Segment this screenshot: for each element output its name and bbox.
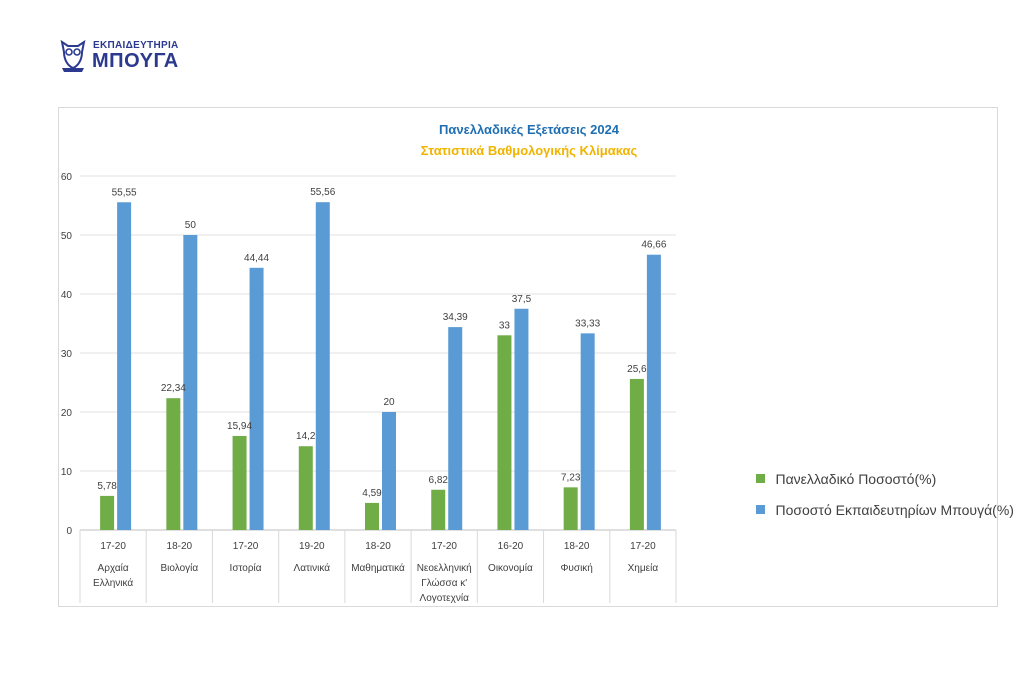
bar-mpouga (580, 333, 595, 530)
bar-national (166, 398, 181, 530)
x-tick-range: 17-20 (100, 541, 126, 552)
legend-swatch-national (756, 474, 765, 484)
data-label-national: 4,59 (362, 488, 382, 499)
bar-national (431, 489, 446, 530)
data-label-mpouga: 20 (383, 397, 395, 408)
data-label-mpouga: 37,5 (512, 294, 532, 305)
data-label-national: 6,82 (428, 475, 448, 486)
data-label-national: 7,23 (561, 472, 581, 483)
data-label-national: 25,6 (627, 364, 647, 375)
x-tick-range: 19-20 (299, 541, 325, 552)
data-label-mpouga: 44,44 (244, 253, 269, 264)
data-label-national: 33 (499, 320, 511, 331)
x-tick-range: 18-20 (167, 541, 193, 552)
bar-national (232, 435, 247, 530)
data-label-national: 5,78 (97, 481, 117, 492)
bar-mpouga (315, 202, 330, 531)
y-tick-label: 30 (61, 349, 73, 360)
chart-title: Πανελλαδικές Εξετάσεις 2024 (439, 122, 620, 137)
bar-mpouga (117, 202, 132, 530)
bar-national (100, 495, 115, 530)
data-label-mpouga: 33,33 (575, 318, 600, 329)
y-tick-label: 0 (66, 526, 72, 537)
data-label-national: 14,2 (296, 431, 316, 442)
bar-mpouga (382, 412, 396, 530)
x-tick-range: 18-20 (564, 541, 590, 552)
x-tick-range: 17-20 (233, 541, 259, 552)
chart-subtitle: Στατιστικά Βαθμολογικής Κλίμακας (421, 143, 638, 158)
legend-label-national: Πανελλαδικό Ποσοστό(%) (775, 470, 937, 487)
bar-national (563, 487, 578, 530)
x-tick-range: 16-20 (498, 541, 524, 552)
legend-label-mpouga: Ποσοστό Εκπαιδευτηρίων Μπουγά(%) (775, 501, 1014, 518)
y-tick-label: 60 (61, 172, 73, 183)
bar-chart: Πανελλαδικές Εξετάσεις 2024 Στατιστικά Β… (61, 122, 677, 604)
y-tick-label: 40 (61, 290, 73, 301)
x-tick-label: Χημεία (628, 562, 659, 574)
bar-mpouga (448, 327, 463, 530)
brand-line2: ΜΠΟΥΓΑ (92, 50, 179, 72)
x-tick-range: 18-20 (365, 541, 391, 552)
bar-mpouga (646, 254, 661, 530)
x-tick-label: Γλώσσα κ' (421, 577, 467, 589)
x-tick-label: Ελληνικά (93, 577, 133, 589)
bar-mpouga (183, 235, 198, 530)
bar-mpouga (514, 308, 529, 530)
x-tick-label: Βιολογία (160, 562, 198, 574)
legend-swatch-mpouga (756, 505, 765, 515)
x-tick-label: Μαθηματικά (351, 562, 405, 574)
data-label-mpouga: 50 (185, 220, 197, 231)
legend-item-national: Πανελλαδικό Ποσοστό(%) (756, 470, 1014, 490)
bar-national (365, 502, 379, 530)
data-label-national: 15,94 (227, 421, 252, 432)
x-tick-label: Φυσική (560, 562, 592, 574)
x-tick-label: Λογοτεχνία (420, 592, 470, 604)
y-tick-label: 10 (61, 467, 73, 478)
data-label-mpouga: 55,56 (310, 187, 335, 198)
brand-logo: ΕΚΠΑΙΔΕΥΤΗΡΙΑ ΜΠΟΥΓΑ (58, 38, 198, 76)
brand-line1: ΕΚΠΑΙΔΕΥΤΗΡΙΑ (93, 40, 179, 51)
bar-national (629, 378, 644, 530)
x-tick-range: 17-20 (630, 541, 656, 552)
y-tick-label: 20 (61, 408, 73, 419)
x-tick-label: Οικονομία (488, 562, 533, 574)
x-tick-label: Ιστορία (230, 562, 262, 574)
chart-frame: Πανελλαδικές Εξετάσεις 2024 Στατιστικά Β… (58, 107, 1014, 607)
data-label-mpouga: 55,55 (112, 187, 137, 198)
x-tick-label: Αρχαία (98, 562, 129, 574)
x-tick-label: Λατινικά (294, 562, 331, 574)
bar-mpouga (249, 267, 264, 530)
x-tick-label: Νεοελληνική (417, 562, 472, 574)
data-label-mpouga: 34,39 (443, 312, 468, 323)
y-tick-label: 50 (61, 231, 73, 242)
bar-national (497, 335, 512, 530)
data-label-national: 22,34 (161, 383, 186, 394)
data-label-mpouga: 46,66 (641, 240, 666, 251)
chart-legend: Πανελλαδικό Ποσοστό(%) Ποσοστό Εκπαιδευτ… (756, 470, 1014, 532)
legend-item-mpouga: Ποσοστό Εκπαιδευτηρίων Μπουγά(%) (756, 501, 1014, 521)
owl-logo-icon (60, 39, 86, 72)
bar-national (298, 446, 313, 530)
x-tick-range: 17-20 (431, 541, 457, 552)
